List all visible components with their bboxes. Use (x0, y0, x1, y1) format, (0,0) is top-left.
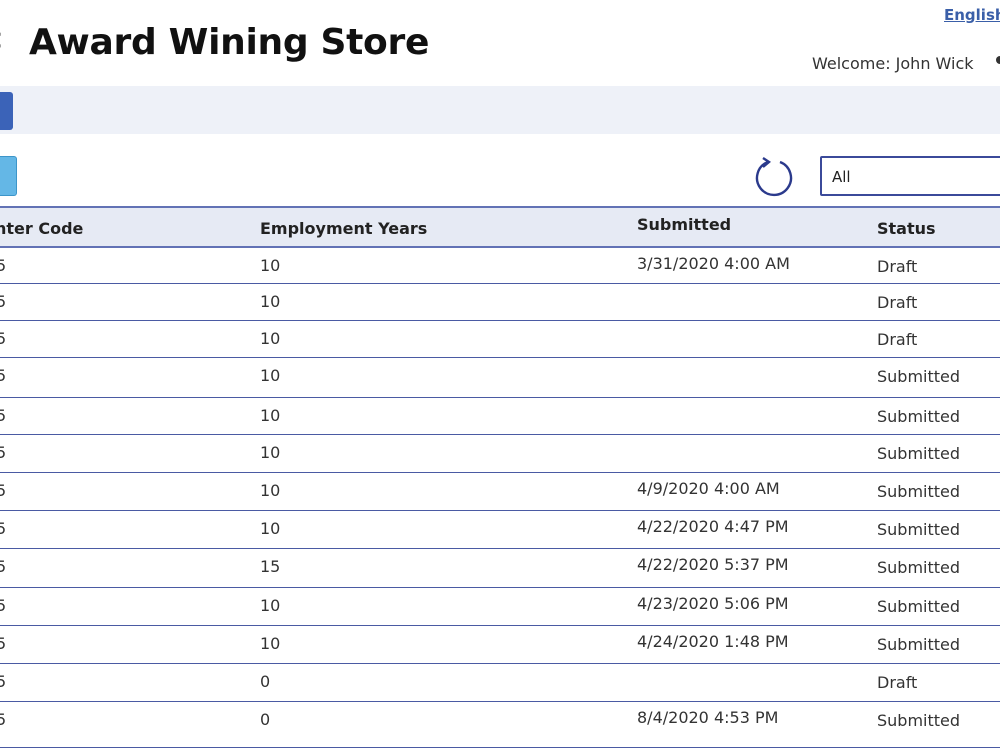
cell-status: Submitted (877, 367, 961, 386)
cell-employment-years: 10 (260, 519, 281, 538)
cell-submitted: 3/31/2020 4:00 AM (637, 254, 790, 273)
column-header-submitted[interactable]: Submitted (637, 215, 732, 234)
table-row[interactable]: 5 10 4/9/2020 4:00 AM Submitted (0, 473, 1000, 511)
table-row[interactable]: 5 10 Submitted (0, 435, 1000, 473)
back-icon[interactable]: ‹ (0, 22, 4, 56)
cell-employment-years: 10 (260, 406, 281, 425)
cell-employment-years: 10 (260, 481, 281, 500)
cell-status: Draft (877, 257, 918, 276)
status-filter-dropdown[interactable]: All (820, 156, 1000, 196)
cell-code: 5 (0, 481, 7, 500)
cell-employment-years: 10 (260, 634, 281, 653)
table-row[interactable]: 5 15 4/22/2020 5:37 PM Submitted (0, 549, 1000, 588)
cell-submitted: 4/22/2020 4:47 PM (637, 517, 789, 536)
cell-status: Draft (877, 293, 918, 312)
table-row[interactable]: 5 10 Draft (0, 321, 1000, 358)
cell-status: Submitted (877, 711, 961, 730)
cell-code: 5 (0, 366, 7, 385)
table-row[interactable]: 5 10 4/23/2020 5:06 PM Submitted (0, 588, 1000, 626)
cell-employment-years: 10 (260, 329, 281, 348)
page-title: Award Wining Store (29, 22, 430, 63)
cell-status: Submitted (877, 444, 961, 463)
cell-employment-years: 0 (260, 672, 271, 691)
nav-bar (0, 86, 1000, 134)
cell-status: Draft (877, 673, 918, 692)
cell-code: 5 (0, 557, 7, 576)
cell-employment-years: 0 (260, 710, 271, 729)
cell-submitted: 4/22/2020 5:37 PM (637, 555, 789, 574)
refresh-icon[interactable] (751, 154, 797, 200)
table-row[interactable]: 5 10 4/24/2020 1:48 PM Submitted (0, 626, 1000, 664)
cell-code: 5 (0, 596, 7, 615)
cell-code: 5 (0, 406, 7, 425)
table-row[interactable]: 5 10 Submitted (0, 358, 1000, 398)
cell-employment-years: 10 (260, 366, 281, 385)
cell-code: 5 (0, 329, 7, 348)
cell-code: 5 (0, 256, 7, 275)
cell-code: 5 (0, 519, 7, 538)
nav-button[interactable] (0, 92, 13, 130)
cell-employment-years: 10 (260, 256, 281, 275)
filter-selected-value: All (832, 168, 851, 186)
cell-employment-years: 10 (260, 596, 281, 615)
column-header-code[interactable]: nter Code (0, 219, 84, 238)
cell-submitted: 8/4/2020 4:53 PM (637, 708, 779, 727)
cell-status: Submitted (877, 558, 961, 577)
table-header: nter Code Employment Years Submitted Sta… (0, 206, 1000, 248)
cell-status: Submitted (877, 635, 961, 654)
table-row[interactable]: 5 10 4/22/2020 4:47 PM Submitted (0, 511, 1000, 549)
welcome-text: Welcome: John Wick (812, 54, 974, 73)
table-row[interactable]: 5 10 Submitted (0, 398, 1000, 435)
cell-status: Draft (877, 330, 918, 349)
cell-status: Submitted (877, 520, 961, 539)
user-icon[interactable] (996, 56, 1000, 64)
cell-code: 5 (0, 672, 7, 691)
column-header-employment-years[interactable]: Employment Years (260, 219, 428, 238)
cell-code: 5 (0, 443, 7, 462)
cell-status: Submitted (877, 482, 961, 501)
cell-employment-years: 15 (260, 557, 281, 576)
table-row[interactable]: 5 0 Draft (0, 664, 1000, 702)
cell-employment-years: 10 (260, 443, 281, 462)
language-link[interactable]: English (944, 6, 1000, 24)
cell-code: 5 (0, 710, 7, 729)
cell-status: Submitted (877, 407, 961, 426)
table-row[interactable]: 5 0 8/4/2020 4:53 PM Submitted (0, 702, 1000, 748)
cell-submitted: 4/24/2020 1:48 PM (637, 632, 789, 651)
cell-status: Submitted (877, 597, 961, 616)
app-header: ‹ Award Wining Store English Welcome: Jo… (0, 0, 1000, 86)
column-header-status[interactable]: Status (877, 219, 936, 238)
cell-code: 5 (0, 292, 7, 311)
cell-submitted: 4/23/2020 5:06 PM (637, 594, 789, 613)
action-button[interactable] (0, 156, 17, 196)
cell-code: 5 (0, 634, 7, 653)
cell-submitted: 4/9/2020 4:00 AM (637, 479, 780, 498)
table-row[interactable]: 5 10 Draft (0, 284, 1000, 321)
table-row[interactable]: 5 10 3/31/2020 4:00 AM Draft (0, 248, 1000, 284)
cell-employment-years: 10 (260, 292, 281, 311)
